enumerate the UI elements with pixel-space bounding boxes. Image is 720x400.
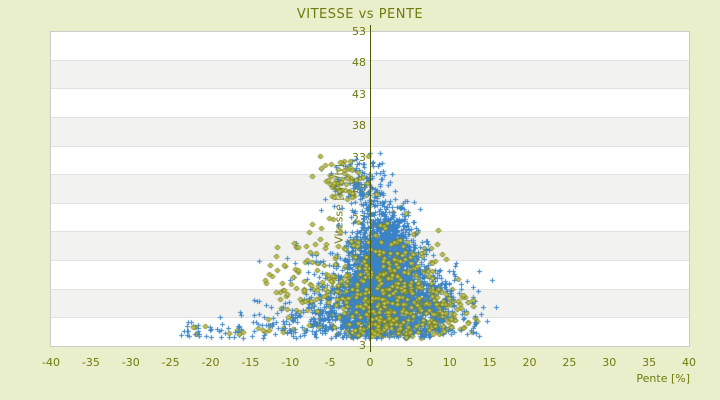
x-tick-label: 0	[366, 356, 374, 369]
x-tick-label: -15	[241, 356, 260, 369]
x-tick-label: -35	[81, 356, 100, 369]
x-axis-title: Pente [%]	[636, 372, 690, 385]
x-tick-label: -30	[121, 356, 140, 369]
x-tick-label: -25	[161, 356, 180, 369]
x-tick-label: -10	[281, 356, 300, 369]
chart-title: VITESSE vs PENTE	[296, 7, 424, 22]
x-tick-label: 10	[442, 356, 457, 369]
x-tick-label: -20	[201, 356, 220, 369]
x-tick-label: 20	[522, 356, 537, 369]
x-tick-label: 5	[406, 356, 414, 369]
x-tick-label: 30	[602, 356, 617, 369]
x-tick-label: 35	[642, 356, 657, 369]
x-tick-label: 40	[682, 356, 696, 369]
x-tick-label: 25	[562, 356, 577, 369]
x-tick-label: 15	[482, 356, 497, 369]
zero-axis-line	[370, 25, 371, 352]
x-tick-label: -5	[324, 356, 336, 369]
x-tick-label: -40	[42, 356, 60, 369]
